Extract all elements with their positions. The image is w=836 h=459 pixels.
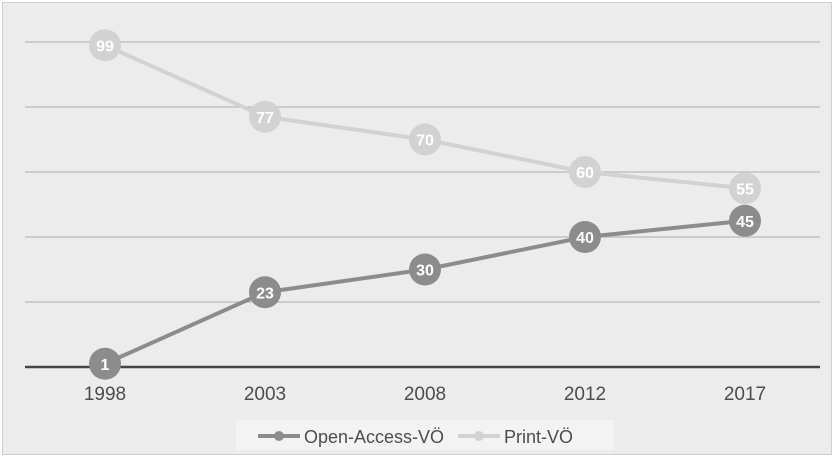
- chart-frame: [2, 2, 832, 455]
- data-points: 99 77 70 60 55 1 23 30 40 45: [89, 29, 761, 380]
- data-point: [729, 172, 761, 205]
- data-point: [249, 276, 281, 309]
- data-point: [409, 253, 441, 286]
- data-point: [89, 347, 121, 380]
- data-point: [409, 123, 441, 156]
- data-point: [569, 221, 601, 253]
- data-label: 99: [96, 38, 114, 55]
- data-label: 45: [736, 214, 754, 231]
- data-label: 23: [256, 285, 274, 302]
- data-point: [569, 156, 601, 188]
- data-point: [729, 204, 761, 237]
- legend: Open-Access-VÖ Print-VÖ: [236, 420, 614, 450]
- x-tick-label: 2008: [404, 384, 446, 405]
- series-line: [104, 218, 746, 366]
- data-label: 40: [576, 230, 594, 247]
- data-label: 30: [416, 263, 434, 280]
- data-label: 55: [736, 181, 754, 198]
- x-tick-label: 2003: [244, 384, 286, 405]
- x-tick-labels: 1998 2003 2008 2012 2017: [84, 384, 766, 405]
- data-point: [89, 29, 121, 62]
- x-tick-label: 2017: [724, 384, 766, 405]
- data-label: 60: [576, 165, 594, 182]
- x-tick-label: 1998: [84, 384, 126, 405]
- data-label: 77: [256, 110, 274, 127]
- data-point: [249, 100, 281, 133]
- legend-label: Open-Access-VÖ: [304, 427, 444, 447]
- x-tick-label: 2012: [564, 384, 606, 405]
- gridlines: [25, 41, 820, 303]
- legend-swatch-marker: [274, 431, 284, 441]
- legend-label: Print-VÖ: [504, 427, 573, 447]
- series-lines: [104, 43, 746, 366]
- data-label: 70: [416, 133, 434, 150]
- series-line: [104, 43, 746, 191]
- data-label: 1: [101, 357, 110, 374]
- legend-swatch-marker: [474, 431, 484, 441]
